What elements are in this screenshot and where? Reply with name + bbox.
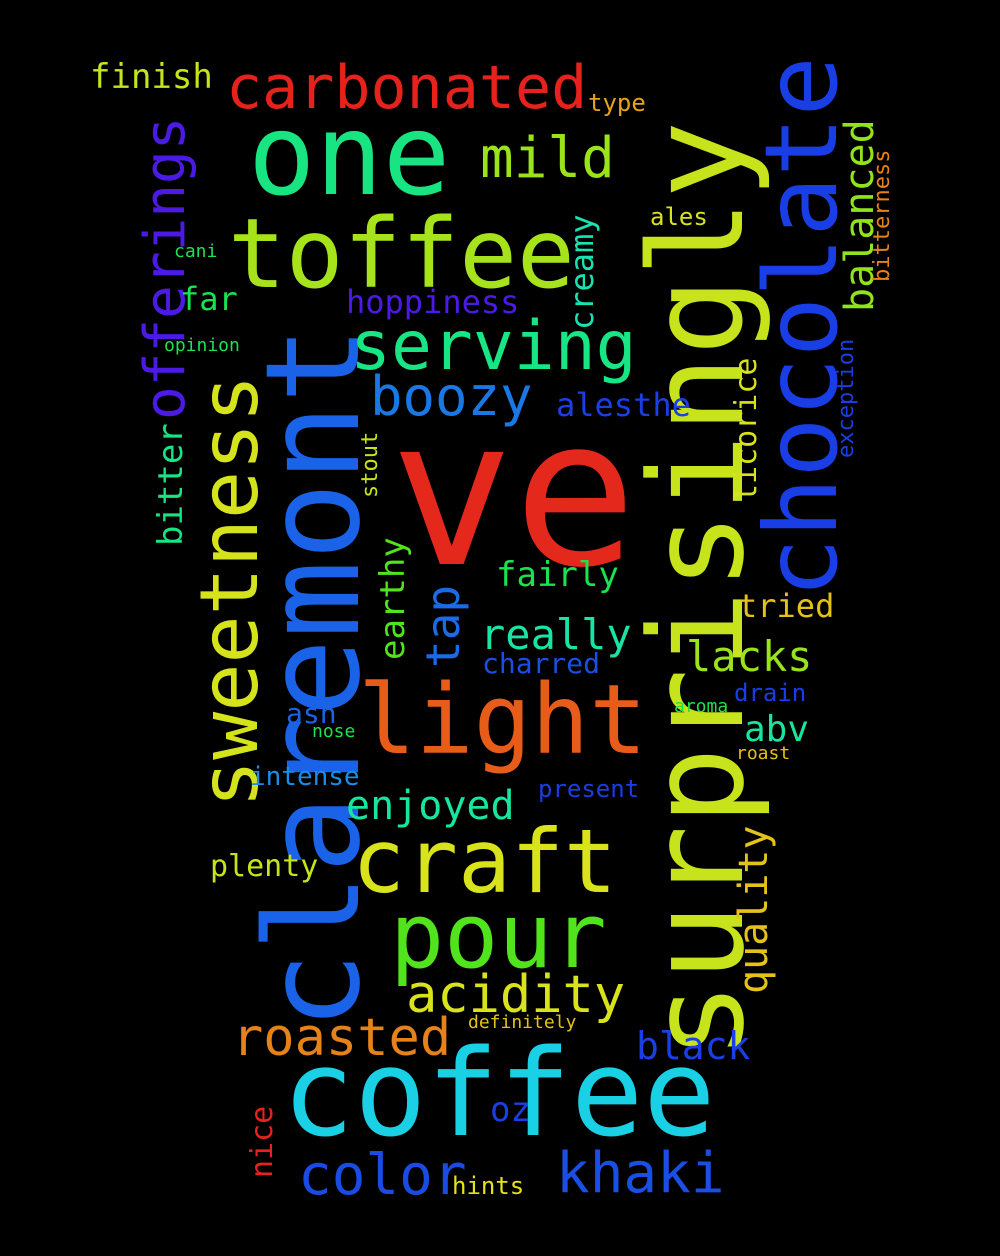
word-type: type bbox=[588, 89, 646, 117]
word-really: really bbox=[480, 610, 632, 659]
word-oz: oz bbox=[490, 1090, 531, 1130]
word-opinion: opinion bbox=[164, 335, 240, 356]
word-nice: nice bbox=[245, 1105, 280, 1178]
word-offerings: offerings bbox=[133, 116, 198, 420]
word-craft: craft bbox=[352, 810, 617, 913]
word-licorice: licorice bbox=[729, 357, 764, 503]
word-present: present bbox=[538, 775, 640, 803]
word-mild: mild bbox=[480, 126, 615, 191]
word-finish: finish bbox=[90, 57, 213, 97]
word-sweetness: sweetness bbox=[183, 374, 276, 808]
word-light: light bbox=[358, 664, 647, 776]
word-creamy: creamy bbox=[563, 214, 601, 330]
word-color: color bbox=[298, 1143, 467, 1208]
word-charred: charred bbox=[482, 647, 601, 680]
word-definitely: definitely bbox=[468, 1012, 577, 1033]
word-coffee: coffee bbox=[282, 1025, 716, 1164]
word-earthy: earthy bbox=[373, 537, 413, 660]
word-toffee: toffee bbox=[228, 198, 575, 310]
word-stout: stout bbox=[358, 431, 383, 498]
word-nose: nose bbox=[312, 721, 356, 742]
word-tap: tap bbox=[416, 584, 470, 668]
word-serving: serving bbox=[350, 307, 637, 386]
word-ash: ash bbox=[286, 697, 337, 730]
word-abv: abv bbox=[744, 709, 810, 750]
word-bitter: bitter bbox=[151, 423, 191, 546]
word-roast: roast bbox=[736, 743, 791, 764]
word-one: one bbox=[248, 91, 451, 221]
word-ales: ales bbox=[650, 203, 708, 231]
word-carbonated: carbonated bbox=[226, 53, 588, 123]
word-enjoyed: enjoyed bbox=[346, 783, 515, 829]
word-aroma: aroma bbox=[674, 696, 729, 717]
word-cani: cani bbox=[174, 241, 218, 262]
word-boozy: boozy bbox=[370, 365, 533, 428]
word-plenty: plenty bbox=[210, 849, 319, 884]
word-intense: intense bbox=[250, 762, 360, 792]
word-ve: ve bbox=[390, 375, 637, 613]
word-black: black bbox=[636, 1024, 751, 1068]
word-far: far bbox=[180, 280, 238, 318]
word-bitterness: bitterness bbox=[870, 149, 895, 282]
word-acidity: acidity bbox=[406, 965, 626, 1025]
word-khaki: khaki bbox=[556, 1141, 725, 1206]
word-alesthe: alesthe bbox=[556, 386, 691, 424]
word-hoppiness: hoppiness bbox=[346, 283, 520, 321]
word-lacks: lacks bbox=[686, 632, 813, 681]
word-roasted: roasted bbox=[232, 1008, 452, 1068]
word-quality: quality bbox=[731, 825, 777, 994]
word-tried: tried bbox=[738, 587, 835, 625]
word-fairly: fairly bbox=[496, 555, 619, 595]
word-pour: pour bbox=[390, 884, 607, 989]
word-exception: exception bbox=[834, 338, 859, 458]
word-hints: hints bbox=[452, 1172, 525, 1200]
word-drain: drain bbox=[734, 679, 807, 707]
